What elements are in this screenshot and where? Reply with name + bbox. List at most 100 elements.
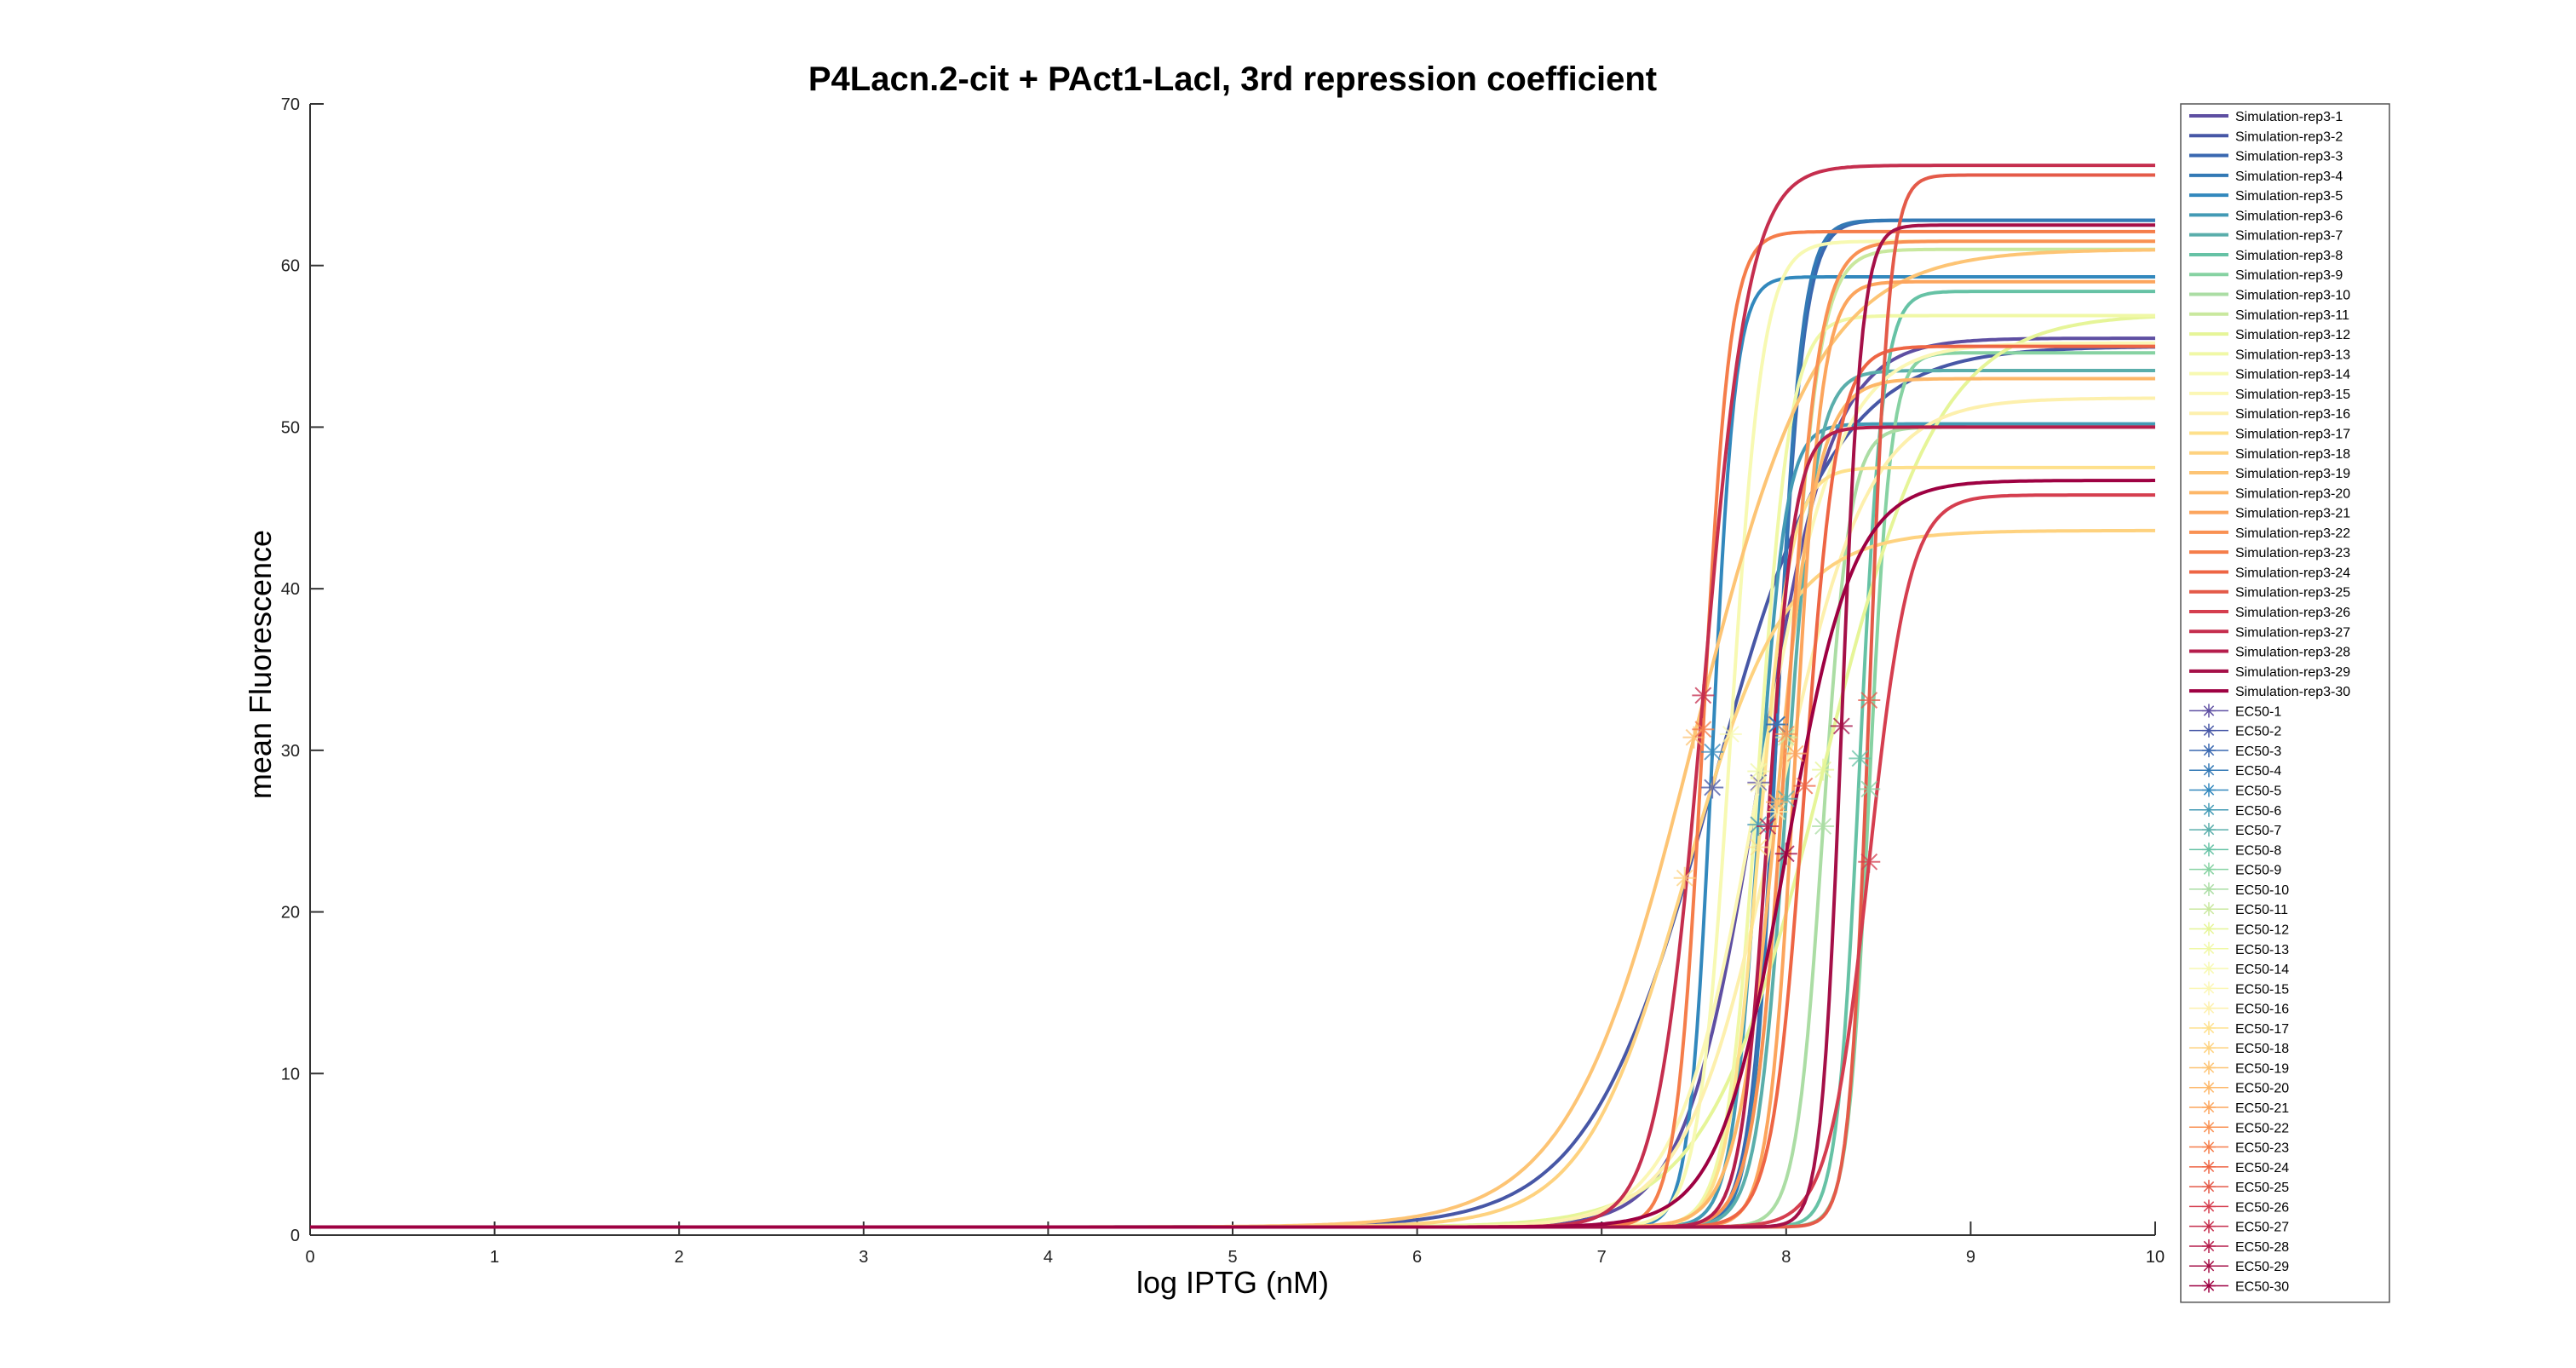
x-tick-label: 8: [1781, 1248, 1791, 1267]
y-tick-label: 70: [281, 95, 300, 114]
series-line-28: [310, 425, 2155, 1229]
legend-entry-13: Simulation-rep3-13: [2235, 348, 2350, 362]
ec50-marker-12: [1812, 758, 1835, 781]
x-tick-label: 7: [1597, 1248, 1607, 1267]
legend-entry-24: Simulation-rep3-24: [2235, 566, 2350, 580]
ec50-marker-7: [1774, 787, 1797, 810]
legend-marker-entry-23: EC50-23: [2235, 1141, 2289, 1156]
ec50-marker-9: [1858, 778, 1881, 801]
legend-entry-8: Simulation-rep3-8: [2235, 249, 2343, 263]
legend-marker-entry-3: EC50-3: [2235, 744, 2281, 759]
legend-entry-29: Simulation-rep3-29: [2235, 665, 2350, 680]
legend-entry-18: Simulation-rep3-18: [2235, 447, 2350, 462]
legend-marker-28: [2202, 1239, 2216, 1253]
legend-marker-entry-12: EC50-12: [2235, 923, 2289, 937]
legend-entry-10: Simulation-rep3-10: [2235, 289, 2350, 303]
legend-marker-entry-13: EC50-13: [2235, 943, 2289, 957]
y-tick-label: 40: [281, 580, 300, 599]
legend-entry-12: Simulation-rep3-12: [2235, 328, 2350, 342]
legend-marker-entry-9: EC50-9: [2235, 864, 2281, 878]
legend-marker-15: [2202, 981, 2216, 996]
legend-marker-5: [2202, 783, 2216, 797]
legend-marker-entry-28: EC50-28: [2235, 1240, 2289, 1255]
legend-marker-27: [2202, 1219, 2216, 1233]
x-tick-label: 6: [1412, 1248, 1422, 1267]
series-line-5: [310, 275, 2155, 1229]
series-line-23: [310, 229, 2155, 1229]
ec50-marker-2: [1701, 776, 1724, 799]
x-tick-label: 9: [1966, 1248, 1975, 1267]
y-axis-label: mean Fluorescence: [243, 530, 278, 799]
ec50-markers: [1673, 684, 1881, 889]
legend-marker-entry-4: EC50-4: [2235, 764, 2281, 779]
ec50-marker-15: [1747, 773, 1770, 796]
legend-box: [2180, 103, 2390, 1303]
ec50-marker-10: [1812, 815, 1835, 838]
legend-marker-entry-5: EC50-5: [2235, 785, 2281, 799]
legend-entry-21: Simulation-rep3-21: [2235, 507, 2350, 521]
x-axis-label: log IPTG (nM): [1136, 1265, 1329, 1300]
ec50-marker-18: [1673, 866, 1696, 889]
legend-marker-entry-6: EC50-6: [2235, 804, 2281, 819]
legend-marker-entry-15: EC50-15: [2235, 982, 2289, 997]
legend-marker-25: [2202, 1180, 2216, 1194]
legend-entry-19: Simulation-rep3-19: [2235, 467, 2350, 481]
legend-marker-3: [2202, 743, 2216, 757]
legend: Simulation-rep3-1 Simulation-rep3-2 Simula…: [2180, 103, 2390, 1303]
legend-marker-12: [2202, 922, 2216, 936]
legend-marker-7: [2202, 823, 2216, 837]
legend-entry-28: Simulation-rep3-28: [2235, 646, 2350, 660]
series-line-14: [310, 239, 2155, 1229]
legend-marker-entry-21: EC50-21: [2235, 1101, 2289, 1116]
legend-marker-entry-16: EC50-16: [2235, 1003, 2289, 1017]
series-line-19: [310, 248, 2155, 1229]
legend-marker-entry-29: EC50-29: [2235, 1260, 2289, 1274]
y-tick-label: 0: [290, 1227, 300, 1245]
legend-marker-entry-30: EC50-30: [2235, 1280, 2289, 1295]
plot-axes: 0 1 2 3 4 5 6 7 8 9 10 0 10 20 30 40 50 60 70: [281, 95, 2165, 1267]
legend-entry-25: Simulation-rep3-25: [2235, 586, 2350, 601]
ec50-marker-20: [1765, 790, 1788, 813]
series-line-30: [310, 479, 2155, 1229]
ec50-marker-26: [1858, 850, 1881, 873]
legend-entry-1: Simulation-rep3-1: [2235, 110, 2343, 124]
ec50-marker-5: [1701, 740, 1724, 763]
legend-marker-23: [2202, 1140, 2216, 1154]
legend-entry-20: Simulation-rep3-20: [2235, 486, 2350, 501]
x-tick-label: 2: [675, 1248, 684, 1267]
legend-entry-11: Simulation-rep3-11: [2235, 308, 2349, 323]
ec50-marker-25: [1858, 689, 1881, 712]
legend-marker-20: [2202, 1080, 2216, 1095]
legend-marker-21: [2202, 1101, 2216, 1114]
legend-entry-27: Simulation-rep3-27: [2235, 625, 2350, 640]
ec50-marker-22: [1774, 722, 1797, 745]
legend-marker-entry-1: EC50-1: [2235, 704, 2281, 719]
legend-marker-18: [2202, 1041, 2216, 1055]
legend-marker-6: [2202, 802, 2216, 817]
ec50-marker-23: [1692, 718, 1715, 741]
ec50-marker-28: [1757, 815, 1780, 838]
legend-marker-entry-7: EC50-7: [2235, 824, 2281, 838]
chart-title: P4Lacn.2-cit + PAct1-LacI, 3rd repressio…: [808, 60, 1657, 98]
ec50-marker-27: [1692, 684, 1715, 707]
legend-marker-4: [2202, 763, 2216, 778]
legend-entry-26: Simulation-rep3-26: [2235, 606, 2350, 620]
series-line-27: [310, 164, 2155, 1229]
x-tick-label: 3: [859, 1248, 868, 1267]
legend-marker-entry-26: EC50-26: [2235, 1200, 2289, 1215]
legend-marker-entry-11: EC50-11: [2235, 903, 2288, 917]
legend-marker-30: [2202, 1279, 2216, 1293]
legend-marker-10: [2202, 882, 2216, 896]
legend-marker-29: [2202, 1259, 2216, 1273]
legend-marker-22: [2202, 1120, 2216, 1135]
ec50-marker-21: [1784, 742, 1807, 765]
legend-entry-9: Simulation-rep3-9: [2235, 268, 2343, 283]
legend-marker-entry-8: EC50-8: [2235, 843, 2281, 858]
legend-marker-entry-20: EC50-20: [2235, 1082, 2289, 1096]
legend-marker-19: [2202, 1060, 2216, 1075]
ec50-marker-17: [1747, 836, 1770, 859]
y-tick-label: 30: [281, 742, 300, 761]
legend-entry-15: Simulation-rep3-15: [2235, 388, 2350, 402]
series-line-17: [310, 465, 2155, 1229]
